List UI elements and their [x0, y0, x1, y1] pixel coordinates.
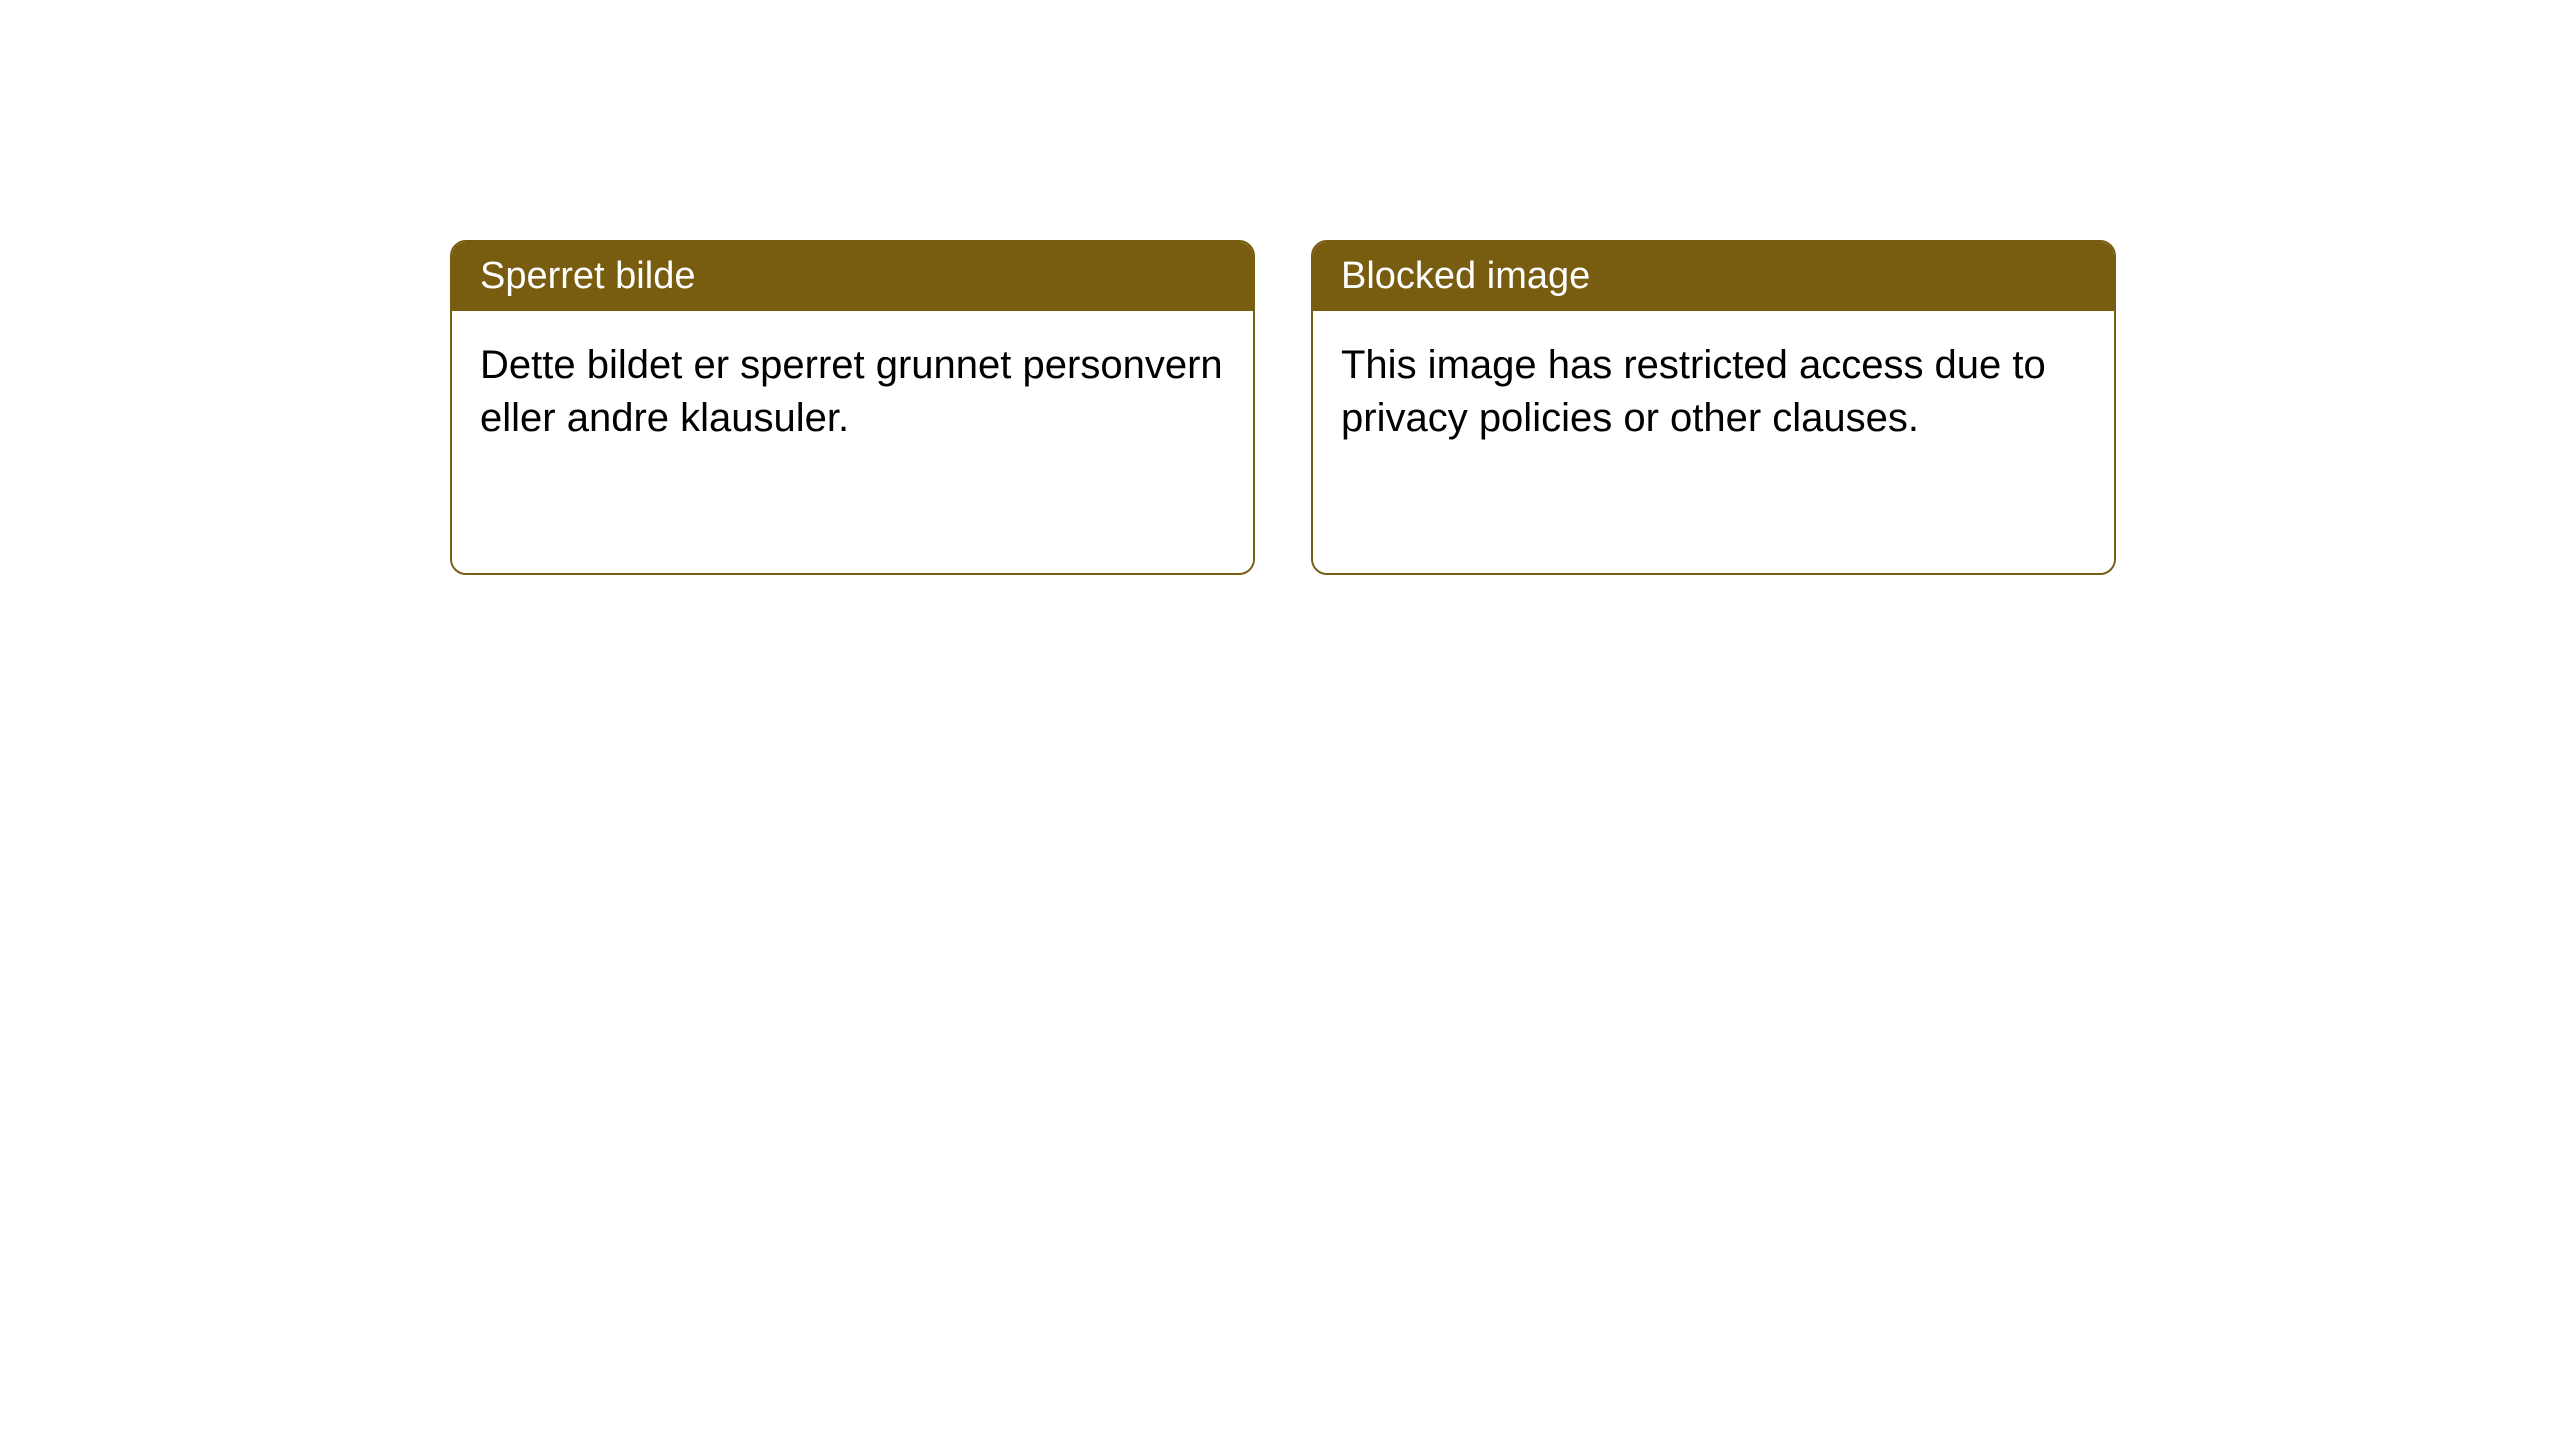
card-body-english: This image has restricted access due to …: [1313, 311, 2114, 573]
notice-container: Sperret bilde Dette bildet er sperret gr…: [0, 0, 2560, 575]
card-body-text: This image has restricted access due to …: [1341, 343, 2046, 440]
notice-card-english: Blocked image This image has restricted …: [1311, 240, 2116, 575]
card-body-text: Dette bildet er sperret grunnet personve…: [480, 343, 1223, 440]
card-header-norwegian: Sperret bilde: [452, 242, 1253, 311]
card-title: Sperret bilde: [480, 255, 695, 297]
card-header-english: Blocked image: [1313, 242, 2114, 311]
notice-card-norwegian: Sperret bilde Dette bildet er sperret gr…: [450, 240, 1255, 575]
card-body-norwegian: Dette bildet er sperret grunnet personve…: [452, 311, 1253, 573]
card-title: Blocked image: [1341, 255, 1590, 297]
